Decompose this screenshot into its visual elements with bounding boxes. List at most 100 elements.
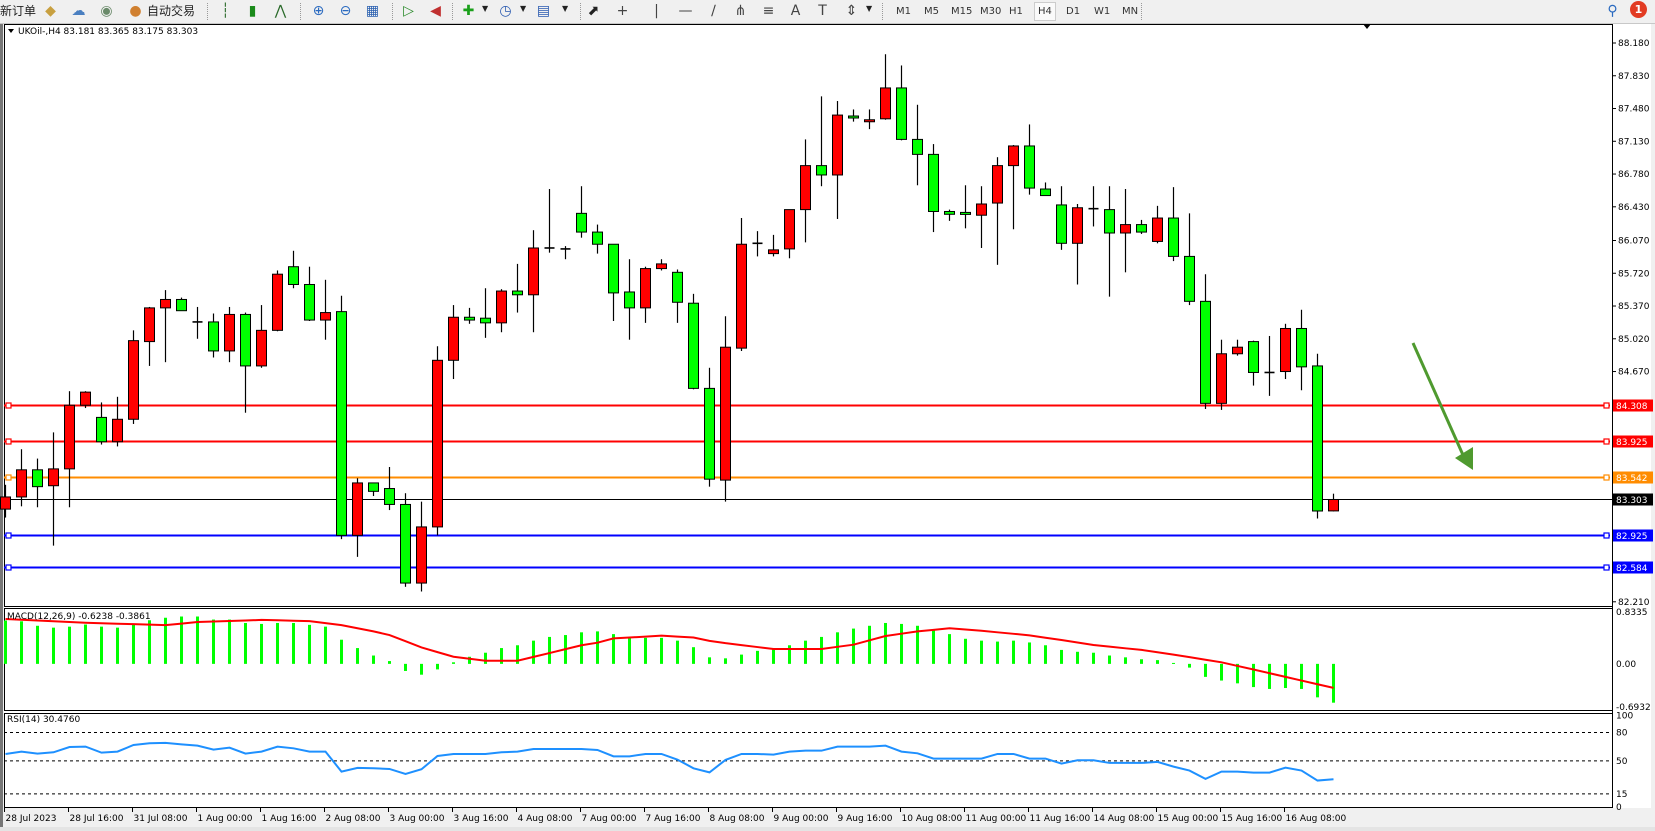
chevron-down-icon[interactable]: ▼: [866, 4, 873, 13]
cloud-icon[interactable]: ☁: [71, 3, 86, 19]
timeframe-m1[interactable]: M1: [896, 6, 911, 17]
macd-histogram-bar: [948, 634, 951, 664]
line-handle[interactable]: [1603, 474, 1610, 481]
arrow-head-icon: [1455, 447, 1473, 470]
candle-body: [1008, 145, 1019, 167]
crosshair-icon[interactable]: +: [616, 3, 629, 19]
candle-body: [720, 346, 731, 481]
price-tick-label: 86.070: [1618, 236, 1650, 246]
macd-histogram-bar: [676, 640, 679, 664]
text-label-icon[interactable]: T: [818, 3, 827, 19]
candle-body: [528, 247, 539, 296]
candle-body: [1248, 341, 1259, 373]
macd-histogram-bar: [84, 624, 87, 664]
tile-windows-icon[interactable]: ▦: [365, 3, 380, 19]
timeframe-h1[interactable]: H1: [1009, 6, 1023, 17]
line-handle[interactable]: [5, 532, 12, 539]
candle-body: [1328, 498, 1339, 512]
price-label-box: [1613, 399, 1653, 412]
auto-trading-icon[interactable]: ●: [129, 3, 142, 19]
candlestick-icon[interactable]: ▮: [248, 3, 257, 19]
candle-body: [1040, 188, 1051, 197]
template-icon[interactable]: ▤: [536, 3, 551, 19]
chart-header: UKOil-,H4 83.181 83.365 83.175 83.303: [18, 27, 198, 37]
text-icon[interactable]: A: [790, 3, 801, 19]
macd-histogram-bar: [180, 616, 183, 664]
timeframe-m30[interactable]: M30: [980, 6, 1002, 17]
timeframe-mn[interactable]: MN: [1122, 6, 1139, 17]
search-icon[interactable]: ⚲: [1607, 3, 1618, 19]
macd-histogram-bar: [20, 621, 23, 664]
macd-histogram-bar: [1028, 642, 1031, 664]
zoom-out-icon[interactable]: ⊖: [339, 3, 352, 19]
line-handle[interactable]: [1603, 438, 1610, 445]
candle-body: [320, 312, 331, 321]
candle-body: [512, 290, 523, 296]
fibonacci-icon[interactable]: ≡: [762, 3, 775, 19]
bar-chart-icon[interactable]: ┆: [221, 3, 230, 19]
chart-shift-marker[interactable]: [1363, 24, 1371, 29]
new-chart-icon[interactable]: ✚: [462, 3, 475, 19]
cursor-icon[interactable]: ⬈: [587, 3, 600, 19]
candle-body: [768, 249, 779, 255]
timeframe-m15[interactable]: M15: [951, 6, 973, 17]
new-order-button[interactable]: 新订单: [0, 4, 37, 18]
line-handle[interactable]: [5, 564, 12, 571]
macd-axis-label: 0.8335: [1616, 608, 1648, 618]
line-chart-icon[interactable]: ⋀: [274, 3, 287, 19]
vertical-line-icon[interactable]: |: [654, 3, 659, 19]
macd-histogram-bar: [164, 617, 167, 664]
rsi-axis-label: 100: [1616, 712, 1633, 722]
chart-window[interactable]: UKOil-,H4 83.181 83.365 83.175 83.303 88.…: [0, 24, 1655, 831]
trend-arrow[interactable]: [1411, 342, 1465, 456]
separator: [300, 3, 301, 20]
line-handle[interactable]: [1603, 402, 1610, 409]
macd-histogram-bar: [916, 625, 919, 664]
macd-histogram-bar: [660, 637, 663, 664]
autoscroll-icon[interactable]: ▷: [403, 3, 414, 19]
chevron-down-icon[interactable]: ▼: [520, 4, 527, 13]
chart-shift-icon[interactable]: ◀: [430, 3, 441, 19]
horizontal-line-icon[interactable]: —: [678, 3, 693, 19]
chevron-down-icon[interactable]: [8, 29, 14, 33]
book-icon[interactable]: ◆: [45, 3, 56, 19]
chevron-down-icon[interactable]: ▼: [482, 4, 489, 13]
zoom-in-icon[interactable]: ⊕: [312, 3, 325, 19]
macd-histogram-bar: [356, 648, 359, 664]
arrows-icon[interactable]: ⇕: [845, 3, 858, 19]
rsi-axis-label: 50: [1616, 757, 1628, 767]
candle-body: [992, 165, 1003, 204]
macd-histogram-bar: [196, 616, 199, 664]
channel-icon[interactable]: ⋔: [734, 3, 747, 19]
trendline-icon[interactable]: ∕: [711, 3, 716, 19]
price-tick-label: 87.130: [1618, 137, 1650, 147]
candle-body: [848, 115, 859, 119]
time-label: 28 Jul 16:00: [70, 814, 124, 824]
time-label: 2 Aug 08:00: [326, 814, 381, 824]
candle-body: [1168, 217, 1179, 257]
line-handle[interactable]: [1603, 564, 1610, 571]
candle-body: [816, 165, 827, 176]
line-handle[interactable]: [5, 402, 12, 409]
candle-body: [368, 482, 379, 492]
signal-icon[interactable]: ◉: [100, 3, 113, 19]
line-handle[interactable]: [1603, 532, 1610, 539]
line-handle[interactable]: [5, 438, 12, 445]
timeframe-m5[interactable]: M5: [924, 6, 939, 17]
timeframe-d1[interactable]: D1: [1066, 6, 1081, 17]
clock-icon[interactable]: ◷: [499, 3, 512, 19]
notification-icon[interactable]: 1: [1630, 1, 1647, 18]
candle-body: [448, 316, 459, 361]
chevron-down-icon[interactable]: ▼: [562, 4, 569, 13]
separator: [392, 3, 393, 20]
macd-histogram-bar: [756, 650, 759, 664]
candle-body: [1072, 207, 1083, 244]
timeframe-h4[interactable]: H4: [1034, 2, 1056, 21]
price-label: 82.925: [1616, 532, 1648, 542]
auto-trading-button[interactable]: 自动交易: [147, 4, 196, 18]
candle-body: [832, 114, 843, 176]
candle-body: [224, 313, 235, 352]
line-handle[interactable]: [5, 474, 12, 481]
candle-body: [880, 87, 891, 120]
timeframe-w1[interactable]: W1: [1094, 6, 1111, 17]
